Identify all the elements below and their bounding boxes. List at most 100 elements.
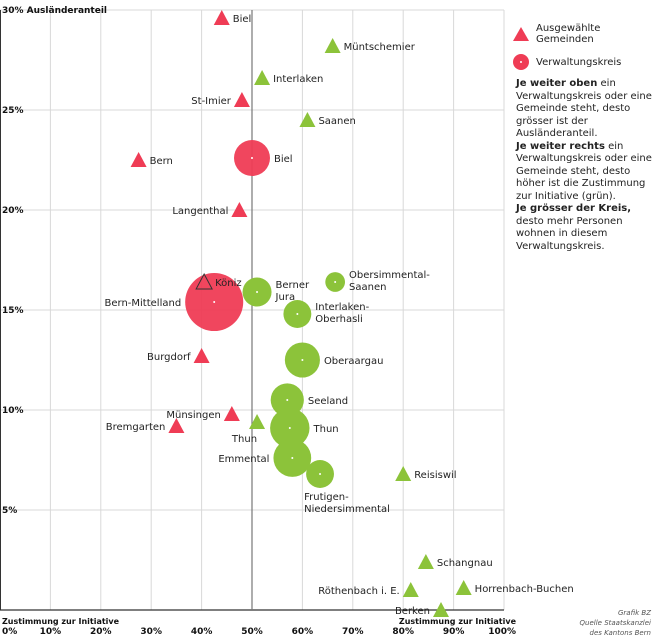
- kreis-label-frutigen-niedersimmental-line-2: Niedersimmental: [304, 504, 390, 515]
- note-bold-3: Je grösser der Kreis,: [516, 203, 632, 214]
- kreis-label-berner-jura-line-1: Berner: [276, 280, 310, 291]
- gemeinde-triangle-munsingen: [223, 406, 240, 421]
- gemeinde-label-interlaken: Interlaken: [273, 74, 323, 85]
- explanation-note: Je weiter oben ein Verwaltungskreis oder…: [516, 78, 652, 253]
- kreis-label-bern-mittelland: Bern-Mittelland: [105, 298, 182, 309]
- gemeinde-label-koniz: Köniz: [215, 278, 242, 289]
- gemeinde-label-berken: Berken: [395, 606, 430, 617]
- kreis-label-thun: Thun: [313, 424, 339, 435]
- gemeinde-label-munsingen: Münsingen: [166, 410, 220, 421]
- x-axis-title-right: Zustimmung zur Initiative: [399, 617, 517, 626]
- x-tick-label: 70%: [342, 627, 364, 637]
- legend-label-gemeinden: Ausgewählte Gemeinden: [536, 23, 601, 45]
- chart-grid: [0, 9, 505, 611]
- kreis-label-biel: Biel: [274, 154, 293, 165]
- triangle-icon: [513, 27, 529, 41]
- y-tick-label: 5%: [2, 506, 17, 516]
- y-tick-label: 15%: [2, 306, 24, 316]
- verwaltungskreis-series: [185, 140, 346, 488]
- x-tick-label: 10%: [40, 627, 62, 637]
- kreis-label-berner-jura-line-2: Jura: [275, 292, 296, 303]
- x-tick-label: 30%: [140, 627, 162, 637]
- x-tick-label: 60%: [292, 627, 314, 637]
- kreis-center-dot: [319, 473, 322, 475]
- x-tick-label: 20%: [90, 627, 112, 637]
- gemeinde-triangle-bremgarten: [168, 418, 185, 433]
- legend-label-kreis: Verwaltungskreis: [536, 56, 622, 68]
- x-tick-label: 40%: [191, 627, 213, 637]
- gemeinde-triangle-interlaken: [254, 70, 271, 85]
- gemeinde-label-bremgarten: Bremgarten: [106, 422, 166, 433]
- gemeinde-label-st-imier: St-Imier: [191, 96, 231, 107]
- source-line-1: Grafik BZ: [618, 609, 651, 617]
- source-credit: Grafik BZ Quelle Staatskanzlei des Kanto…: [571, 608, 651, 638]
- source-line-2: Quelle Staatskanzlei: [579, 619, 651, 627]
- note-paragraph-1: Je weiter oben ein Verwaltungskreis oder…: [516, 78, 652, 141]
- kreis-label-interlaken-oberhasli-line-1: Interlaken-: [315, 302, 369, 313]
- gemeinde-label-reisiswil: Reisiswil: [414, 470, 456, 481]
- gemeinde-triangle-bern: [130, 152, 147, 167]
- gemeinde-label-rothenbach-i-e: Röthenbach i. E.: [318, 586, 400, 597]
- kreis-label-frutigen-niedersimmental-line-1: Frutigen-: [304, 492, 349, 503]
- kreis-center-dot: [291, 457, 294, 459]
- gemeinde-label-biel: Biel: [233, 14, 252, 25]
- gemeinde-label-bern: Bern: [150, 156, 173, 167]
- note-text-1: ein Verwaltungskreis oder eine Gemeinde …: [516, 78, 652, 139]
- gemeinde-triangle-berken: [433, 602, 449, 617]
- kreis-center-dot: [213, 301, 216, 303]
- kreis-center-dot: [301, 359, 304, 361]
- gemeinde-triangle-schangnau: [417, 554, 434, 569]
- gemeinde-triangle-burgdorf: [193, 348, 210, 363]
- kreis-label-oberaargau: Oberaargau: [324, 356, 384, 367]
- x-tick-label: 0%: [2, 627, 17, 637]
- y-axis-title: 30% Ausländeranteil: [2, 6, 107, 16]
- axis-labels: 25% 20% 15% 10% 5% 30% Ausländeranteil 0% 10% 20…: [2, 6, 517, 637]
- x-tick-label: 50%: [241, 627, 263, 637]
- legend: Ausgewählte Gemeinden Verwaltungskreis: [512, 20, 652, 76]
- gemeinde-label-horrenbach-buchen: Horrenbach-Buchen: [475, 584, 574, 595]
- gemeinden-series: [130, 10, 472, 617]
- kreis-label-obersimmental-saanen-line-1: Obersimmental-: [349, 270, 430, 281]
- kreis-center-dot: [251, 157, 253, 159]
- kreis-label-seeland: Seeland: [308, 396, 348, 407]
- x-tick-label: 80%: [392, 627, 414, 637]
- source-line-3: des Kantons Bern: [589, 629, 651, 637]
- y-tick-label: 25%: [2, 106, 24, 116]
- gemeinde-triangle-horrenbach-buchen: [455, 580, 472, 595]
- note-paragraph-2: Je weiter rechts ein Verwaltungskreis od…: [516, 141, 652, 204]
- x-axis-title-left: Zustimmung zur Initiative: [2, 617, 120, 626]
- kreis-center-dot: [256, 291, 259, 293]
- y-tick-label: 20%: [2, 206, 24, 216]
- note-text-3: desto mehr Personen wohnen in diesem Ver…: [516, 215, 623, 252]
- x-tick-label: 100%: [488, 627, 516, 637]
- gemeinde-label-saanen: Saanen: [318, 116, 355, 127]
- x-tick-label: 90%: [443, 627, 465, 637]
- kreis-center-dot: [334, 281, 337, 283]
- gemeinde-triangle-reisiswil: [395, 466, 412, 481]
- gemeinde-label-langenthal: Langenthal: [172, 206, 228, 217]
- kreis-center-dot: [286, 399, 289, 401]
- gemeinde-triangle-st-imier: [233, 92, 250, 107]
- note-text-2: ein Verwaltungskreis oder eine Gemeinde …: [516, 140, 652, 202]
- gemeinde-triangle-biel: [213, 10, 230, 25]
- kreis-center-dot: [288, 427, 291, 429]
- circle-icon: [513, 54, 529, 70]
- note-bold-1: Je weiter oben: [516, 78, 598, 89]
- note-paragraph-3: Je grösser der Kreis, desto mehr Persone…: [516, 203, 652, 253]
- gemeinde-label-thun: Thun: [231, 434, 257, 445]
- gemeinde-label-schangnau: Schangnau: [437, 558, 493, 569]
- gemeinde-triangle-koniz: [195, 272, 213, 290]
- y-tick-label: 10%: [2, 406, 24, 416]
- gemeinde-label-burgdorf: Burgdorf: [147, 352, 191, 363]
- gemeinde-triangle-saanen: [299, 112, 316, 127]
- gemeinde-triangle-thun: [249, 414, 266, 429]
- kreis-label-obersimmental-saanen-line-2: Saanen: [349, 282, 386, 293]
- legend-item-kreis: Verwaltungskreis: [512, 48, 652, 76]
- gemeinde-triangle-rothenbach-i-e: [402, 582, 419, 597]
- legend-item-gemeinden: Ausgewählte Gemeinden: [512, 20, 652, 48]
- gemeinde-triangle-langenthal: [231, 202, 248, 217]
- kreis-label-interlaken-oberhasli-line-2: Oberhasli: [315, 314, 363, 325]
- note-bold-2: Je weiter rechts: [516, 140, 605, 152]
